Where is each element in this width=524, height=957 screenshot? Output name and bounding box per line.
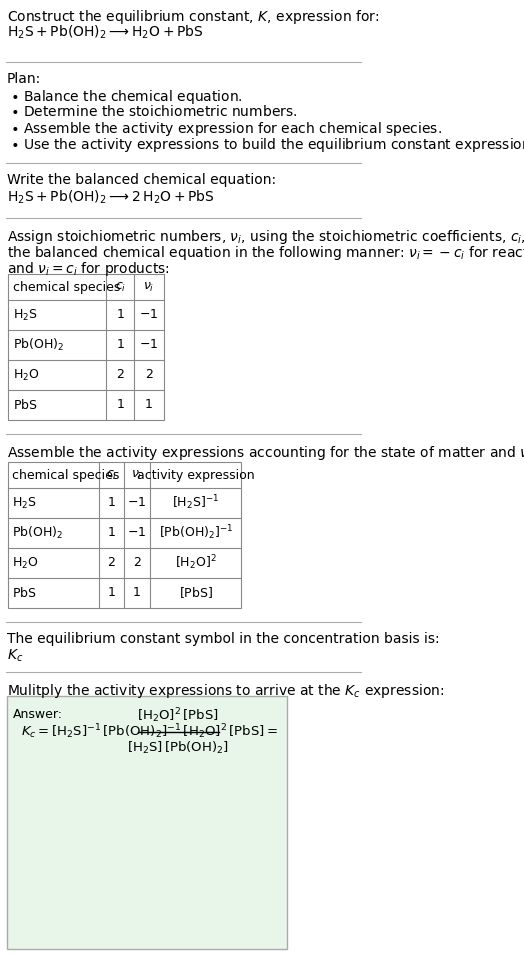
Text: $K_c = [\mathrm{H_2S}]^{-1}\,[\mathrm{Pb(OH)_2}]^{-1}\,[\mathrm{H_2O}]^{2}\,[\ma: $K_c = [\mathrm{H_2S}]^{-1}\,[\mathrm{Pb…	[21, 723, 278, 742]
Text: $-1$: $-1$	[127, 526, 147, 540]
Text: $\bullet$ Balance the chemical equation.: $\bullet$ Balance the chemical equation.	[10, 88, 243, 106]
Text: $[\mathrm{H_2O}]^2\,[\mathrm{PbS}]$: $[\mathrm{H_2O}]^2\,[\mathrm{PbS}]$	[137, 706, 219, 725]
Text: 2: 2	[107, 557, 115, 569]
Text: chemical species: chemical species	[12, 469, 119, 481]
Text: 1: 1	[107, 526, 115, 540]
Text: Plan:: Plan:	[7, 72, 41, 86]
Text: $c_i$: $c_i$	[106, 468, 117, 481]
Text: The equilibrium constant symbol in the concentration basis is:: The equilibrium constant symbol in the c…	[7, 632, 440, 646]
Text: 1: 1	[107, 587, 115, 599]
Text: $\mathrm{H_2O}$: $\mathrm{H_2O}$	[12, 555, 38, 570]
Text: $\bullet$ Determine the stoichiometric numbers.: $\bullet$ Determine the stoichiometric n…	[10, 104, 297, 119]
Text: $[\mathrm{H_2O}]^{2}$: $[\mathrm{H_2O}]^{2}$	[175, 554, 216, 572]
Text: and $\nu_i = c_i$ for products:: and $\nu_i = c_i$ for products:	[7, 260, 170, 278]
Text: Assign stoichiometric numbers, $\nu_i$, using the stoichiometric coefficients, $: Assign stoichiometric numbers, $\nu_i$, …	[7, 228, 524, 246]
Text: $-1$: $-1$	[139, 339, 159, 351]
Text: $\mathrm{H_2S + Pb(OH)_2 \longrightarrow 2\,H_2O + PbS}$: $\mathrm{H_2S + Pb(OH)_2 \longrightarrow…	[7, 189, 215, 207]
Text: Mulitply the activity expressions to arrive at the $K_c$ expression:: Mulitply the activity expressions to arr…	[7, 682, 444, 700]
Text: Construct the equilibrium constant, $K$, expression for:: Construct the equilibrium constant, $K$,…	[7, 8, 379, 26]
Text: 1: 1	[107, 497, 115, 509]
Text: $\nu_i$: $\nu_i$	[132, 468, 143, 481]
Text: 1: 1	[116, 339, 124, 351]
Text: $[\mathrm{PbS}]$: $[\mathrm{PbS}]$	[179, 586, 213, 600]
Text: 1: 1	[133, 587, 141, 599]
Text: 2: 2	[133, 557, 141, 569]
FancyBboxPatch shape	[8, 462, 241, 608]
Text: Write the balanced chemical equation:: Write the balanced chemical equation:	[7, 173, 276, 187]
Text: 1: 1	[116, 398, 124, 412]
Text: $\mathrm{H_2S}$: $\mathrm{H_2S}$	[12, 496, 37, 510]
Text: $\nu_i$: $\nu_i$	[143, 280, 155, 294]
Text: $\mathrm{PbS}$: $\mathrm{PbS}$	[12, 586, 37, 600]
Text: the balanced chemical equation in the following manner: $\nu_i = -c_i$ for react: the balanced chemical equation in the fo…	[7, 244, 524, 262]
Text: $\mathrm{H_2S}$: $\mathrm{H_2S}$	[13, 307, 37, 323]
Text: 1: 1	[145, 398, 153, 412]
Text: $-1$: $-1$	[139, 308, 159, 322]
Text: $\mathrm{Pb(OH)_2}$: $\mathrm{Pb(OH)_2}$	[12, 525, 63, 541]
Text: activity expression: activity expression	[137, 469, 255, 481]
Text: $\mathrm{H_2O}$: $\mathrm{H_2O}$	[13, 367, 39, 383]
Text: 2: 2	[116, 368, 124, 382]
Text: $\bullet$ Use the activity expressions to build the equilibrium constant express: $\bullet$ Use the activity expressions t…	[10, 136, 524, 154]
Text: 1: 1	[116, 308, 124, 322]
Text: $[\mathrm{H_2S}]^{-1}$: $[\mathrm{H_2S}]^{-1}$	[172, 494, 220, 512]
Text: $\mathrm{H_2S + Pb(OH)_2 \longrightarrow H_2O + PbS}$: $\mathrm{H_2S + Pb(OH)_2 \longrightarrow…	[7, 24, 204, 41]
FancyBboxPatch shape	[8, 274, 163, 420]
Text: Assemble the activity expressions accounting for the state of matter and $\nu_i$: Assemble the activity expressions accoun…	[7, 444, 524, 462]
FancyBboxPatch shape	[7, 696, 287, 949]
Text: chemical species: chemical species	[13, 280, 120, 294]
Text: $\bullet$ Assemble the activity expression for each chemical species.: $\bullet$ Assemble the activity expressi…	[10, 120, 442, 138]
Text: $[\mathrm{Pb(OH)_2}]^{-1}$: $[\mathrm{Pb(OH)_2}]^{-1}$	[159, 523, 233, 543]
Text: $\mathrm{PbS}$: $\mathrm{PbS}$	[13, 398, 37, 412]
Text: $c_i$: $c_i$	[115, 280, 126, 294]
Text: $-1$: $-1$	[127, 497, 147, 509]
Text: 2: 2	[145, 368, 153, 382]
Text: Answer:: Answer:	[13, 708, 62, 721]
Text: $K_c$: $K_c$	[7, 648, 24, 664]
Text: $[\mathrm{H_2S}]\,[\mathrm{Pb(OH)_2}]$: $[\mathrm{H_2S}]\,[\mathrm{Pb(OH)_2}]$	[127, 740, 230, 756]
Text: $\mathrm{Pb(OH)_2}$: $\mathrm{Pb(OH)_2}$	[13, 337, 64, 353]
